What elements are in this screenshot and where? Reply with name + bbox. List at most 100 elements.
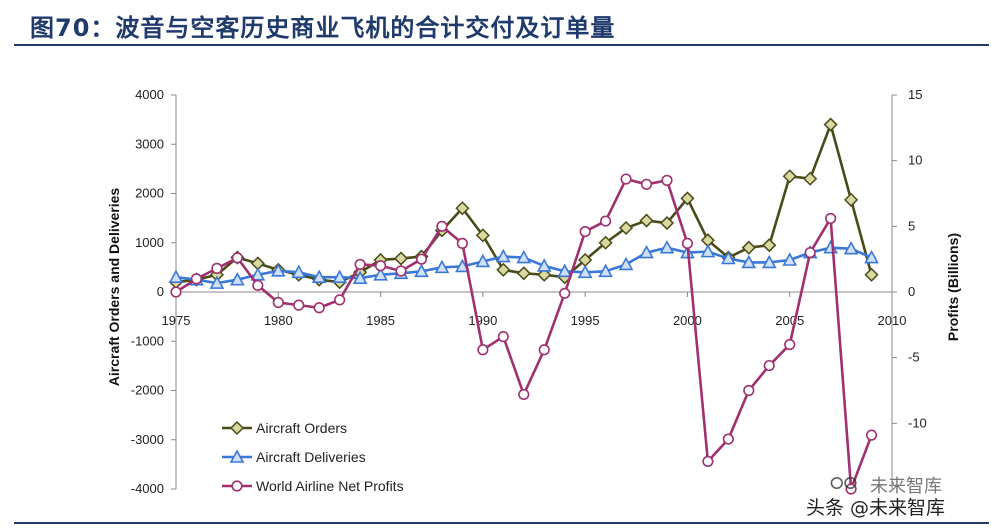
- world-airline-net-profits-point: [865, 429, 878, 441]
- world-airline-net-profits-point: [845, 483, 857, 495]
- figure-title: 图70：波音与空客历史商业飞机的合计交付及订单量: [30, 14, 616, 42]
- y-tick-label: -4000: [131, 481, 164, 496]
- aircraft-orders-point: [823, 117, 838, 132]
- world-airline-net-profits-point: [354, 258, 366, 271]
- world-airline-net-profits-point: [477, 344, 489, 356]
- aircraft-deliveries-point: [230, 272, 245, 286]
- aircraft-deliveries-point: [557, 263, 573, 278]
- y2-tick-label: -10: [908, 415, 927, 430]
- y2-tick-label: 0: [908, 284, 915, 299]
- world-airline-net-profits-point: [293, 299, 305, 311]
- aircraft-orders-point: [393, 251, 409, 266]
- y-tick-label: 1000: [135, 235, 164, 250]
- aircraft-orders-point: [844, 192, 859, 207]
- aircraft-deliveries-point: [495, 248, 511, 263]
- aircraft-deliveries-point: [618, 256, 634, 271]
- aircraft-deliveries-point: [659, 240, 675, 254]
- aircraft-deliveries-point: [720, 250, 736, 265]
- aircraft-deliveries-point: [250, 267, 266, 281]
- aircraft-deliveries-point: [536, 258, 552, 272]
- watermark-logo-icon: ⭘⭘: [830, 474, 858, 494]
- y2-tick-label: 5: [908, 218, 915, 233]
- aircraft-orders-point: [659, 215, 675, 231]
- watermark-source: 头条 @未来智库: [806, 497, 946, 519]
- watermark-text: 未来智库: [870, 476, 942, 497]
- aircraft-orders-point: [475, 228, 490, 243]
- aircraft-deliveries-point: [516, 249, 532, 264]
- x-tick-label: 2010: [878, 313, 907, 328]
- aircraft-orders-point: [741, 240, 756, 255]
- legend-swatch-marker: [229, 449, 245, 463]
- y-tick-label: -2000: [131, 383, 164, 398]
- world-airline-net-profits-point: [743, 384, 755, 397]
- aircraft-deliveries-point: [209, 275, 225, 289]
- x-tick-label: 1980: [264, 313, 293, 328]
- y2-tick-label: 15: [908, 87, 922, 102]
- aircraft-orders-point: [455, 201, 470, 216]
- aircraft-deliveries-point: [577, 264, 593, 279]
- header: 图70：波音与空客历史商业飞机的合计交付及订单量: [0, 0, 995, 44]
- x-tick-label: 1985: [366, 313, 395, 328]
- legend-label-aircraft-orders: Aircraft Orders: [256, 420, 347, 436]
- legend-label-world-airline-net-profits: World Airline Net Profits: [256, 478, 404, 494]
- world-airline-net-profits-point: [825, 212, 837, 225]
- aircraft-deliveries-point: [864, 249, 879, 264]
- y-tick-label: 0: [157, 284, 164, 299]
- aircraft-deliveries-point: [782, 252, 798, 266]
- aircraft-deliveries-point: [373, 267, 388, 281]
- aircraft-deliveries-point: [434, 259, 450, 274]
- x-tick-label: 1995: [571, 313, 600, 328]
- world-airline-net-profits-point: [170, 286, 182, 298]
- world-airline-net-profits-point: [763, 359, 775, 372]
- y2-tick-label: -5: [908, 350, 920, 365]
- world-airline-net-profits-line: [175, 177, 873, 491]
- world-airline-net-profits-point: [538, 344, 550, 356]
- y-tick-label: 2000: [135, 186, 164, 201]
- top-rule: [14, 44, 989, 46]
- aircraft-deliveries-point: [761, 254, 777, 269]
- y-tick-label: -3000: [131, 432, 164, 447]
- world-airline-net-profits-point: [190, 273, 203, 285]
- aircraft-deliveries-point: [270, 263, 286, 277]
- aircraft-deliveries-point: [741, 254, 757, 269]
- aircraft-deliveries-point: [168, 269, 184, 284]
- aircraft-orders-point: [598, 235, 613, 250]
- world-airline-net-profits-point: [559, 287, 571, 299]
- aircraft-orders-point: [537, 267, 552, 282]
- aircraft-orders-point: [864, 267, 879, 282]
- aircraft-deliveries-point: [598, 263, 613, 278]
- world-airline-net-profits-point: [620, 173, 632, 185]
- y2-axis-title: Profits (Billions): [945, 233, 961, 341]
- world-airline-net-profits-point: [456, 237, 469, 250]
- aircraft-orders-point: [680, 191, 695, 206]
- y-axis-title: Aircraft Orders and Deliveries: [106, 188, 122, 387]
- y-tick-label: 4000: [135, 87, 164, 102]
- bottom-rule: [14, 522, 989, 524]
- aircraft-orders-point: [762, 238, 777, 253]
- aircraft-deliveries-point: [332, 269, 348, 284]
- world-airline-net-profits-point: [599, 215, 612, 227]
- aircraft-deliveries-point: [475, 253, 491, 268]
- aircraft-deliveries-point: [414, 263, 429, 278]
- y-tick-label: -1000: [131, 333, 164, 348]
- aircraft-deliveries-point: [352, 270, 368, 285]
- aircraft-deliveries-point: [311, 269, 327, 284]
- world-airline-net-profits-point: [722, 433, 734, 445]
- x-tick-label: 1990: [468, 313, 497, 328]
- y2-tick-label: 10: [908, 153, 922, 168]
- aircraft-deliveries-point: [700, 243, 716, 258]
- world-airline-net-profits-point: [334, 294, 346, 306]
- legend-swatch-marker: [229, 420, 245, 436]
- x-tick-label: 1975: [162, 313, 191, 328]
- world-airline-net-profits-point: [681, 237, 694, 250]
- world-airline-net-profits-point: [579, 225, 591, 238]
- x-tick-label: 2000: [673, 313, 702, 328]
- y-tick-label: 3000: [135, 136, 164, 151]
- aircraft-orders-point: [496, 262, 511, 277]
- world-airline-net-profits-point: [252, 279, 264, 292]
- aircraft-deliveries-point: [291, 264, 307, 279]
- world-airline-net-profits-point: [518, 388, 530, 401]
- legend-label-aircraft-deliveries: Aircraft Deliveries: [256, 449, 366, 465]
- world-airline-net-profits-point: [804, 247, 816, 259]
